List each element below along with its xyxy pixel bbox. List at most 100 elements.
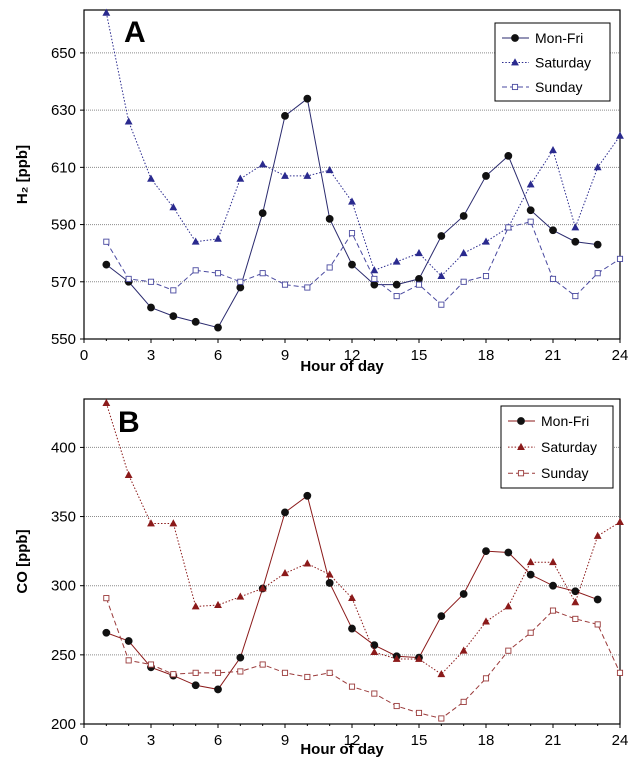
panel-a-mon-fri-line [106,97,598,329]
panel-a-sunday-point-3 [147,278,155,285]
panel-a-mon-fri-point-22 [571,237,580,246]
panel-a-legend: Mon-Fri Saturday Sunday [494,22,611,102]
panel-a-sunday-point-9 [281,281,289,288]
panel-b-y-tick-label-250: 250 [51,647,76,664]
panel-a-sunday-point-15 [415,281,423,288]
panel-a-saturday-point-21 [549,145,557,154]
panel-a-y-axis-title: H₂ [ppb] [14,145,31,204]
panel-a-saturday-point-6 [214,234,222,242]
panel-a-saturday-point-12 [348,197,356,205]
panel-a-sunday-point-5 [192,267,199,274]
panel-b-saturday-point-21 [549,557,557,566]
panel-b-mon-fri-point-21 [549,581,557,590]
panel-b-sunday-point-3 [147,661,155,668]
panel-a-sunday-point-24 [616,255,624,262]
panel-a-sunday-point-17 [460,278,467,285]
panel-b-saturday-point-8 [258,584,267,592]
panel-a-series-mon-fri [102,94,602,332]
panel-a-y-tick-label-590: 590 [51,217,76,234]
panel-a-sunday-point-13 [371,275,378,282]
panel-b: 200 250 300 350 400 0 3 6 9 12 15 18 21 24 Hour of da… [14,398,629,758]
panel-b-x-tick-label-9: 9 [281,732,289,749]
panel-a-mon-fri-point-23 [593,240,602,249]
panel-b-sunday-point-19 [505,647,512,654]
panel-b-sunday-point-11 [326,669,333,676]
panel-a-saturday-point-24 [616,131,624,139]
panel-a-mon-fri-point-3 [147,303,155,312]
panel-a-sunday-point-4 [170,287,177,294]
panel-b-mon-fri-point-9 [281,508,289,517]
panel-b-x-tick-label-6: 6 [214,732,222,749]
panel-a-x-tick-label-9: 9 [281,347,289,364]
panel-a-sunday-point-14 [393,293,400,300]
panel-a-sunday-point-23 [594,270,601,277]
panel-a-sunday-point-11 [326,264,333,271]
panel-a: 550 570 590 610 630 650 0 3 6 9 12 15 18 21 24 Hour of… [14,8,628,375]
panel-b-mon-fri-point-10 [303,491,312,500]
panel-a-mon-fri-point-11 [325,214,334,223]
panel-b-y-tick-label-350: 350 [51,509,76,526]
panel-b-mon-fri-point-20 [526,570,535,579]
panel-a-mon-fri-point-14 [392,280,401,289]
panel-a-saturday-point-3 [147,174,155,182]
panel-a-sunday-point-20 [527,218,534,225]
panel-b-saturday-point-9 [281,569,289,577]
panel-b-saturday-point-14 [392,654,401,662]
panel-b-series [102,398,624,722]
panel-a-legend-marker-mon-fri [511,34,519,42]
panel-b-sunday-point-5 [192,669,199,676]
panel-b-x-tick-label-15: 15 [411,732,428,749]
panel-a-x-tick-label-21: 21 [545,347,562,364]
panel-b-sunday-point-23 [594,621,601,628]
panel-b-saturday-point-13 [370,647,379,655]
panel-b-sunday-point-20 [527,629,534,636]
panel-b-saturday-point-17 [459,646,468,654]
panel-b-mon-fri-point-5 [191,681,200,690]
panel-a-saturday-point-22 [571,223,580,231]
panel-a-legend-marker-saturday [511,58,519,66]
panel-b-saturday-point-16 [437,669,446,678]
panel-b-sunday-line [105,597,621,720]
panel-b-legend-label-saturday: Saturday [541,439,597,455]
panel-a-y-tick-label-650: 650 [51,45,76,62]
panel-b-legend-label-sunday: Sunday [541,465,588,481]
panel-a-mon-fri-point-13 [370,280,379,289]
panel-a-series-saturday [102,8,624,279]
panel-b-mon-fri-line [106,494,598,690]
panel-a-sunday-point-7 [237,278,244,285]
panel-a-sunday-point-18 [482,273,490,280]
panel-b-sunday-point-24 [616,669,624,676]
panel-b-sunday-point-6 [214,669,222,676]
panel-a-saturday-point-13 [370,266,379,274]
panel-a-series [102,8,624,332]
panel-b-series-mon-fri [102,491,602,694]
panel-b-y-tick-label-300: 300 [51,578,76,595]
panel-b-saturday-point-20 [526,557,535,566]
panel-b-sunday-point-18 [482,675,490,682]
panel-b-saturday-point-18 [482,617,490,625]
panel-b-saturday-point-5 [191,602,200,610]
panel-b-mon-fri-point-1 [102,628,111,637]
panel-b-y-tick-label-400: 400 [51,439,76,456]
panel-b-x-tick-label-24: 24 [612,732,629,749]
panel-a-legend-label-sunday: Sunday [535,79,582,95]
panel-a-saturday-point-10 [303,171,312,179]
panel-b-sunday-point-8 [259,661,266,668]
panel-b-sunday-point-13 [371,690,378,697]
panel-b-saturday-point-23 [593,531,602,539]
panel-b-sunday-point-9 [281,669,289,676]
panel-a-saturday-point-11 [325,165,334,174]
panel-a-mon-fri-point-9 [281,111,289,120]
panel-a-saturday-point-17 [459,248,468,257]
panel-b-legend: Mon-Fri Saturday Sunday [500,405,614,489]
panel-b-sunday-point-4 [170,671,177,678]
panel-b-sunday-point-1 [103,595,110,602]
panel-b-sunday-point-12 [348,683,356,690]
panel-a-mon-fri-point-1 [102,260,111,269]
panel-a-y-tick-label-570: 570 [51,274,76,291]
panel-a-mon-fri-point-4 [169,312,178,321]
panel-a-legend-marker-sunday [511,83,519,91]
panel-a-ticks: 550 570 590 610 630 650 0 3 6 9 12 15 18 21 24 [51,45,628,364]
panel-a-mon-fri-point-16 [437,232,446,240]
panel-a-saturday-point-2 [124,117,133,125]
